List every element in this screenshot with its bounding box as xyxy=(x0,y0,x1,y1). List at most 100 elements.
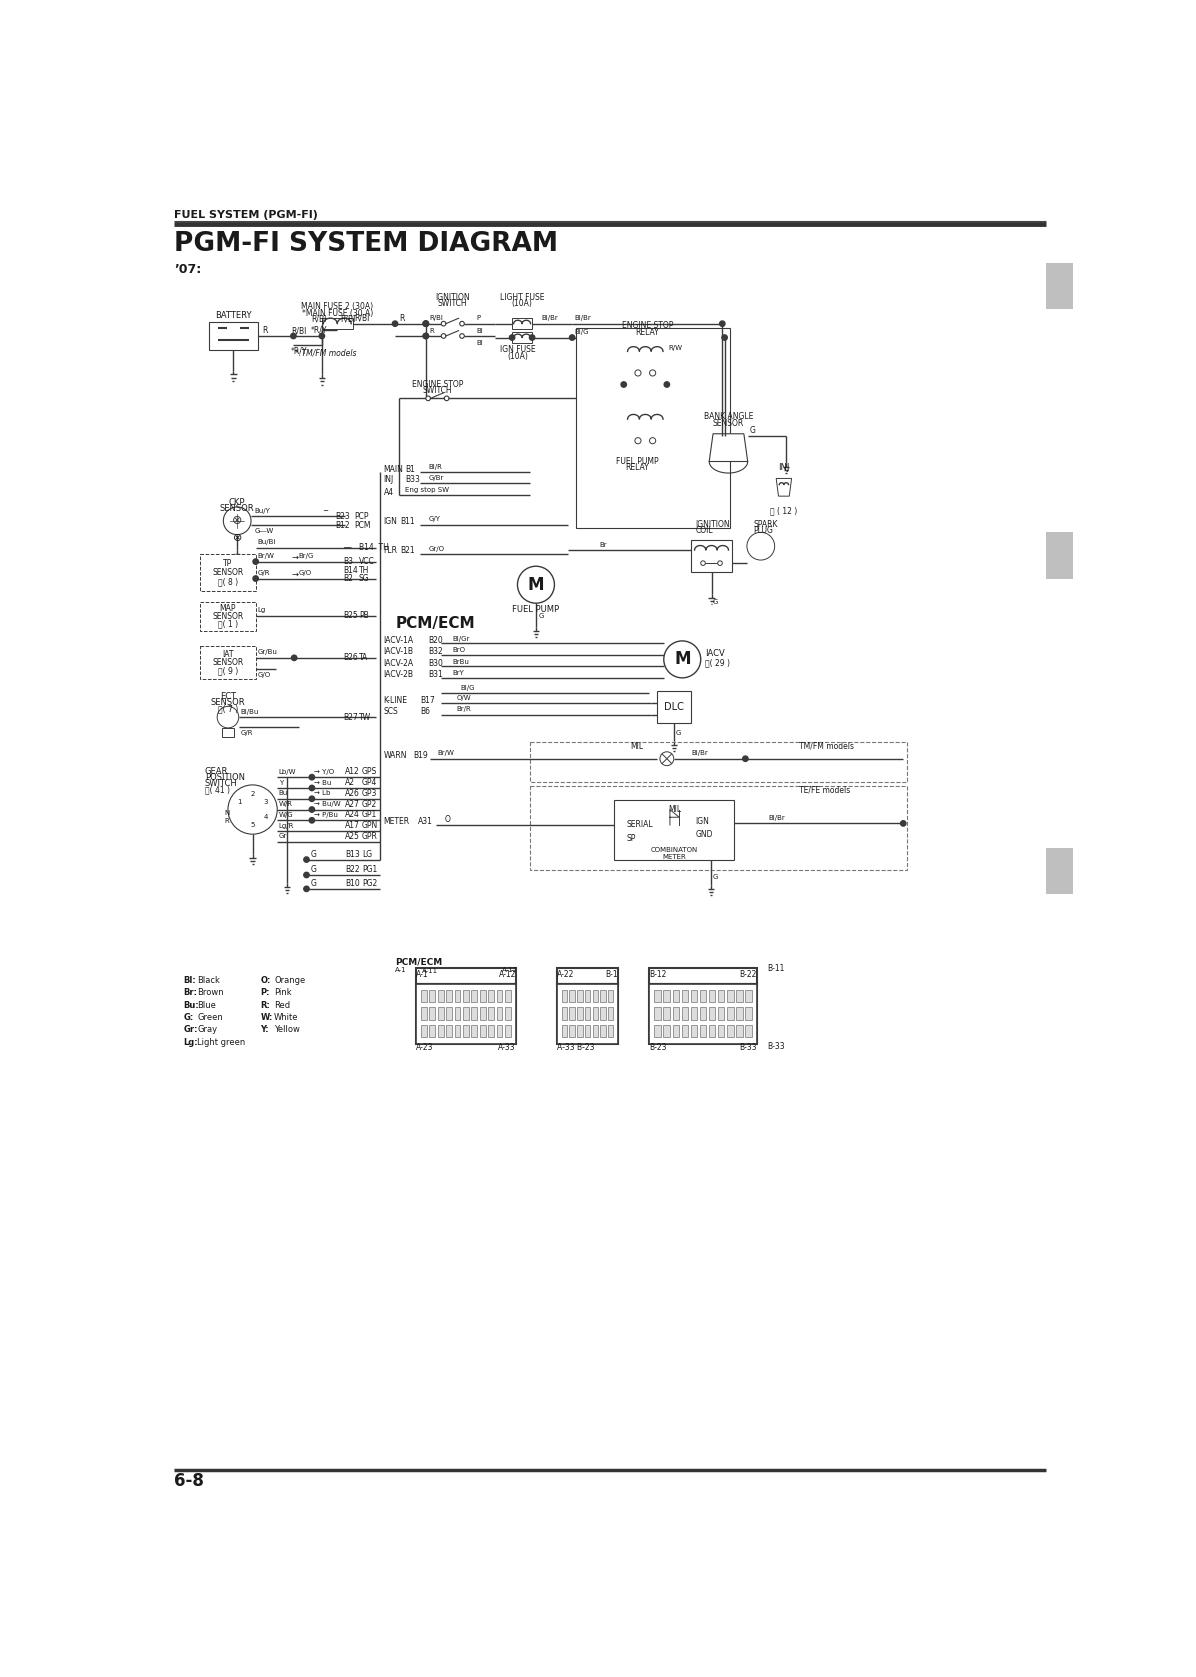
Circle shape xyxy=(718,560,722,565)
Bar xyxy=(463,1025,469,1036)
Text: FUEL PUMP: FUEL PUMP xyxy=(616,458,659,466)
Bar xyxy=(608,1008,614,1020)
Text: Bl/R: Bl/R xyxy=(428,465,443,470)
Bar xyxy=(682,1025,688,1036)
Bar xyxy=(512,319,532,329)
Circle shape xyxy=(664,641,701,678)
Text: R: R xyxy=(263,325,268,335)
Circle shape xyxy=(310,785,315,790)
Bar xyxy=(505,989,511,1003)
Text: A-1: A-1 xyxy=(416,969,428,979)
Text: IACV-1A: IACV-1A xyxy=(384,636,414,644)
Text: 6-8: 6-8 xyxy=(175,1472,205,1489)
Text: SENSOR: SENSOR xyxy=(713,419,744,428)
Text: SERIAL: SERIAL xyxy=(626,820,653,830)
Bar xyxy=(592,989,598,1003)
Text: ──: ── xyxy=(343,545,352,550)
Bar xyxy=(718,989,725,1003)
Circle shape xyxy=(518,567,555,604)
Bar xyxy=(737,989,743,1003)
Text: B1: B1 xyxy=(405,465,415,473)
Text: Light green: Light green xyxy=(197,1038,245,1046)
Text: B25: B25 xyxy=(343,610,358,620)
Circle shape xyxy=(649,438,655,444)
Text: IACV-2A: IACV-2A xyxy=(384,659,414,667)
Text: Yellow: Yellow xyxy=(274,1025,300,1035)
Text: GPS: GPS xyxy=(362,768,377,776)
Text: PG2: PG2 xyxy=(362,879,377,887)
Bar xyxy=(585,1008,591,1020)
Text: A-12: A-12 xyxy=(499,969,515,979)
Bar xyxy=(557,968,618,983)
Polygon shape xyxy=(776,478,792,496)
Text: BrO: BrO xyxy=(453,647,465,652)
Text: IACV-2B: IACV-2B xyxy=(384,671,414,679)
Circle shape xyxy=(310,797,315,802)
Text: N: N xyxy=(225,810,230,817)
Text: MIL: MIL xyxy=(669,805,681,813)
Text: FUEL SYSTEM (PGM-FI): FUEL SYSTEM (PGM-FI) xyxy=(175,210,318,220)
Text: Y: Y xyxy=(279,780,283,785)
Circle shape xyxy=(304,885,310,892)
Text: BANK ANGLE: BANK ANGLE xyxy=(703,413,753,421)
Bar xyxy=(592,1008,598,1020)
Circle shape xyxy=(224,506,251,535)
Text: Brown: Brown xyxy=(197,988,224,998)
Bar xyxy=(488,1008,494,1020)
Text: →: → xyxy=(291,570,298,579)
Circle shape xyxy=(310,775,315,780)
Bar xyxy=(737,1025,743,1036)
Bar xyxy=(471,1008,477,1020)
Bar xyxy=(446,1008,452,1020)
Circle shape xyxy=(291,334,297,339)
Text: Gr: Gr xyxy=(279,833,287,840)
Text: B-12: B-12 xyxy=(649,969,666,979)
Circle shape xyxy=(664,382,670,387)
Text: Bl/Br: Bl/Br xyxy=(542,315,559,322)
Circle shape xyxy=(319,334,324,339)
Circle shape xyxy=(748,532,775,560)
Text: P: P xyxy=(476,315,480,322)
Bar xyxy=(700,989,706,1003)
Circle shape xyxy=(292,656,297,661)
Text: A17: A17 xyxy=(344,822,360,830)
Text: *:TM/FM models: *:TM/FM models xyxy=(295,349,356,357)
Text: G: G xyxy=(310,865,316,874)
Text: B31: B31 xyxy=(428,671,443,679)
Text: BrBu: BrBu xyxy=(453,659,470,664)
Bar xyxy=(608,1025,614,1036)
Bar xyxy=(421,1008,427,1020)
Text: METER: METER xyxy=(663,854,687,860)
Text: Br/W: Br/W xyxy=(257,553,274,558)
Text: B17: B17 xyxy=(421,696,435,704)
Text: R/Bl: R/Bl xyxy=(429,315,444,322)
Text: Bl/Bu: Bl/Bu xyxy=(240,709,258,714)
Circle shape xyxy=(459,334,464,339)
Text: → Bu: → Bu xyxy=(315,780,331,785)
Text: G: G xyxy=(310,850,316,859)
Text: A2: A2 xyxy=(344,778,355,787)
Text: Lg: Lg xyxy=(257,607,266,614)
Text: Bl/G: Bl/G xyxy=(460,684,475,691)
Bar xyxy=(421,989,427,1003)
Text: Ⓕ( 41 ): Ⓕ( 41 ) xyxy=(205,785,230,793)
Bar xyxy=(463,1008,469,1020)
Bar xyxy=(505,1025,511,1036)
Text: *R/Y: *R/Y xyxy=(311,325,328,334)
Text: Br:: Br: xyxy=(183,988,197,998)
Text: O:: O: xyxy=(261,976,270,984)
Bar xyxy=(600,1025,605,1036)
Text: W/R: W/R xyxy=(279,802,293,807)
Bar xyxy=(654,1025,660,1036)
Text: B-33: B-33 xyxy=(739,1043,757,1051)
Bar xyxy=(421,1025,427,1036)
Circle shape xyxy=(423,320,428,327)
Text: White: White xyxy=(274,1013,299,1021)
Circle shape xyxy=(459,322,464,325)
Circle shape xyxy=(423,320,428,327)
Text: G/R: G/R xyxy=(240,729,252,736)
Bar xyxy=(454,989,460,1003)
Text: Bu:: Bu: xyxy=(183,1001,199,1010)
Bar xyxy=(691,1008,697,1020)
Text: B13: B13 xyxy=(344,850,360,859)
